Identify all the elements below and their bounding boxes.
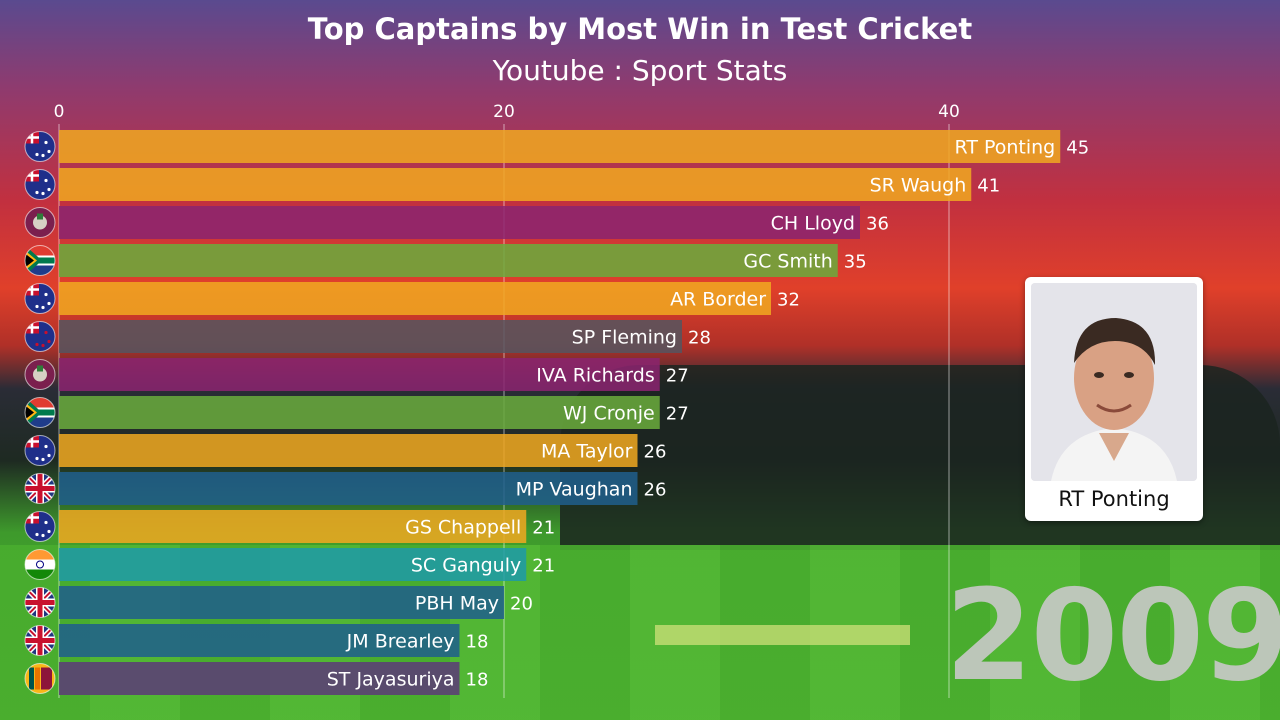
x-tick-label: 0	[54, 102, 65, 122]
bar	[59, 168, 972, 201]
country-flag-icon	[24, 549, 56, 580]
bar-value-label: 21	[532, 518, 555, 539]
bar-value-label: 27	[666, 404, 689, 425]
bar-name-label: SC Ganguly	[411, 555, 521, 577]
bar-value-label: 28	[688, 328, 711, 349]
bar-value-label: 18	[466, 632, 489, 653]
bar	[59, 548, 527, 581]
bar-name-label: JM Brearley	[346, 631, 455, 653]
country-flag-icon	[24, 283, 56, 314]
bar-name-label: CH Lloyd	[771, 213, 855, 235]
bar-name-label: MA Taylor	[541, 441, 633, 463]
country-flag-icon	[24, 245, 56, 276]
country-flag-icon	[24, 511, 56, 542]
bar-value-label: 27	[666, 366, 689, 387]
bar	[59, 206, 860, 239]
bar	[59, 586, 504, 619]
bar	[59, 244, 838, 277]
country-flag-icon	[24, 359, 56, 390]
bar	[59, 282, 771, 315]
bar-name-label: GS Chappell	[405, 517, 521, 539]
bar-value-label: 21	[532, 556, 555, 577]
bar-value-label: 18	[466, 670, 489, 691]
bar-name-label: SR Waugh	[870, 175, 967, 197]
chart-title: Top Captains by Most Win in Test Cricket	[307, 12, 973, 46]
bar	[59, 130, 1061, 163]
country-flag-icon	[24, 397, 56, 428]
bar	[59, 662, 460, 695]
leader-card: RT Ponting	[1025, 277, 1203, 521]
bar-value-label: 35	[844, 252, 867, 273]
bar-name-label: ST Jayasuriya	[327, 669, 455, 691]
bar	[59, 434, 638, 467]
x-tick-label: 40	[938, 102, 960, 122]
bar	[59, 358, 660, 391]
bar-value-label: 32	[777, 290, 800, 311]
bar-name-label: PBH May	[415, 593, 499, 615]
country-flag-icon	[24, 663, 56, 694]
year-label: 2009	[945, 562, 1280, 709]
country-flag-icon	[24, 435, 56, 466]
x-tick-label: 20	[493, 102, 515, 122]
chart-subtitle: Youtube : Sport Stats	[492, 54, 788, 87]
bar-name-label: MP Vaughan	[516, 479, 633, 501]
leader-name: RT Ponting	[1058, 487, 1170, 511]
country-flag-icon	[24, 587, 56, 618]
country-flag-icon	[24, 131, 56, 162]
bar-name-label: SP Fleming	[572, 327, 677, 349]
bar-name-label: IVA Richards	[536, 365, 654, 387]
leader-photo	[1031, 283, 1197, 481]
bar-name-label: WJ Cronje	[563, 403, 655, 425]
bar-name-label: AR Border	[670, 289, 766, 311]
country-flag-icon	[24, 473, 56, 504]
bar-value-label: 41	[977, 176, 1000, 197]
bar	[59, 320, 682, 353]
bar	[59, 396, 660, 429]
country-flag-icon	[24, 321, 56, 352]
bar-value-label: 20	[510, 594, 533, 615]
bar-name-label: RT Ponting	[955, 137, 1056, 159]
bar	[59, 510, 527, 543]
bar	[59, 624, 460, 657]
bar-value-label: 36	[866, 214, 889, 235]
country-flag-icon	[24, 169, 56, 200]
bar-name-label: GC Smith	[743, 251, 832, 273]
cricket-pitch	[655, 625, 910, 645]
bar-value-label: 26	[644, 480, 667, 501]
country-flag-icon	[24, 207, 56, 238]
country-flag-icon	[24, 625, 56, 656]
bar	[59, 472, 638, 505]
bar-value-label: 45	[1066, 138, 1089, 159]
bar-value-label: 26	[644, 442, 667, 463]
